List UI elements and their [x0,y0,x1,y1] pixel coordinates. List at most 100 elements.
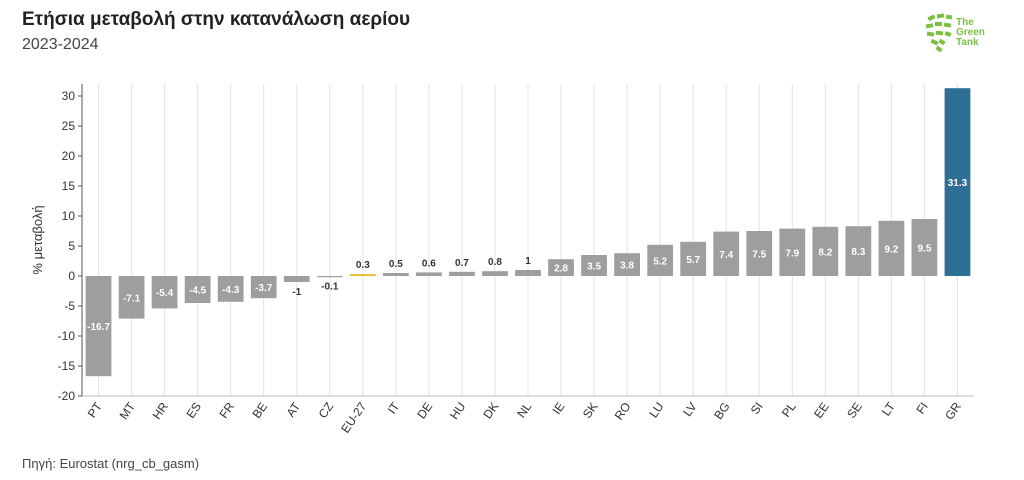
x-tick-label: DK [480,400,501,422]
data-label: 7.4 [719,250,733,261]
x-tick-label: LT [879,399,898,418]
bar-mt [118,276,145,319]
x-tick-label: NL [514,399,534,420]
bar-it [382,273,409,276]
x-tick-label: EU-27 [338,399,369,435]
bar-hr [151,276,178,309]
data-label: 8.2 [818,247,832,258]
logo-line-the: The [956,17,974,28]
x-tick-label: PT [85,399,106,420]
x-tick-label: MT [117,399,139,422]
bar-de [416,272,442,276]
x-tick-label: FR [216,399,237,420]
y-tick-label: -20 [58,389,76,403]
y-tick-label: 15 [62,179,76,193]
logo-line-tank: Tank [956,37,979,48]
x-tick-label: DE [414,400,435,422]
data-label: -1 [292,287,301,298]
bar-si [746,231,773,276]
x-tick-label: LU [646,400,666,421]
data-label: 9.5 [917,244,931,255]
x-tick-label: IE [550,400,568,417]
bar-se [845,226,872,276]
data-label: -5.4 [156,288,174,299]
data-label: 0.6 [422,258,436,269]
bar-eu-27 [349,274,376,276]
bar-pt [85,276,112,377]
data-label: 2.8 [554,264,568,275]
x-tick-label: SI [748,400,766,417]
data-label: 3.8 [620,261,634,272]
bar-ie [548,259,574,276]
green-tank-logo-icon [926,13,953,53]
x-tick-label: HR [150,399,172,422]
data-label: -7.1 [123,293,141,304]
chart-title: Ετήσια μεταβολή στην κατανάλωση αερίου [22,9,411,30]
data-label: 9.2 [884,244,898,255]
data-label: 7.9 [785,248,799,259]
bar-gr [944,88,971,276]
data-label: 3.5 [587,262,601,273]
bar-be [250,276,277,299]
data-label: 0.7 [455,258,469,269]
x-tick-label: SE [844,400,865,421]
bar-bg [713,231,740,276]
logo-text: The Green Tank [956,18,985,48]
y-tick-label: -15 [58,359,76,373]
y-tick-label: -10 [58,329,76,343]
data-label: 7.5 [752,250,766,261]
bar-sk [581,255,607,276]
logo-line-green: Green [956,27,985,38]
data-label: 31.3 [948,178,968,189]
data-label: 5.2 [653,256,667,267]
bar-lt [878,220,905,276]
y-tick-label: 0 [68,269,75,283]
y-tick-label: 5 [68,239,75,253]
bar-pl [779,228,806,276]
bar-hu [449,271,475,276]
y-axis-label: % μεταβολή [30,205,45,274]
chart-subtitle: 2023-2024 [22,36,99,53]
data-label: 5.7 [686,255,700,266]
data-label: 0.3 [356,260,370,271]
data-label: -0.1 [321,282,339,293]
x-tick-label: BG [711,400,732,422]
x-tick-label: AT [283,399,303,419]
bar-cz [316,276,343,278]
x-tick-label: SK [580,400,601,421]
bar-ro [614,253,640,276]
data-label: 8.3 [851,247,865,258]
x-tick-label: CZ [316,400,337,421]
x-tick-label: RO [612,400,634,423]
data-label: -16.7 [87,322,110,333]
data-label: -4.5 [189,286,207,297]
bar-es [184,276,211,303]
bar-lu [647,244,674,276]
data-label: -3.7 [255,283,273,294]
x-tick-label: PL [779,399,799,419]
bar-fr [217,276,244,302]
bar-at [283,276,310,282]
bar-fi [911,219,938,276]
x-tick-label: BE [250,400,271,421]
bar-ee [812,226,839,276]
y-tick-label: 10 [62,209,76,223]
x-tick-label: ES [183,400,204,421]
source-note: Πηγή: Eurostat (nrg_cb_gasm) [22,456,200,471]
x-tick-label: HU [447,400,468,422]
y-tick-label: -5 [64,299,75,313]
bar-nl [515,270,541,276]
y-tick-label: 25 [62,119,76,133]
x-tick-label: FI [913,400,931,417]
bar-dk [482,271,508,276]
data-label: 1 [525,256,531,267]
data-label: 0.5 [389,259,403,270]
x-tick-label: LV [680,400,699,419]
data-label: 0.8 [488,257,502,268]
x-tick-label: IT [385,399,403,416]
x-tick-label: GR [942,399,964,422]
data-label: -4.3 [222,285,240,296]
y-tick-label: 30 [62,89,76,103]
bar-lv [680,241,707,276]
